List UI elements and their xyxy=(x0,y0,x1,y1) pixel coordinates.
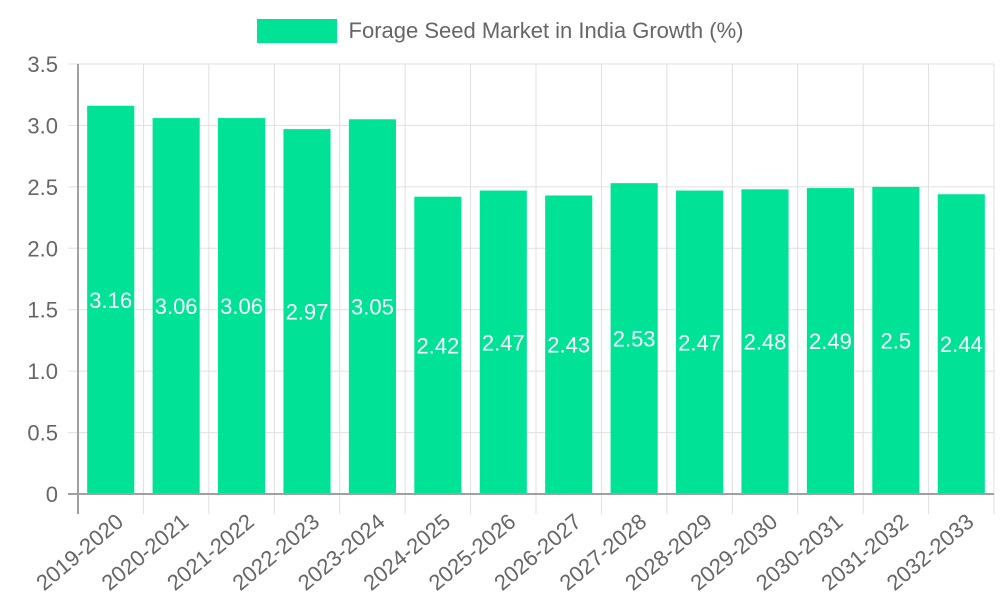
y-tick-label: 2.5 xyxy=(27,175,58,200)
bar-value-label: 2.97 xyxy=(286,300,329,325)
y-tick-label: 3.5 xyxy=(27,52,58,77)
y-tick-label: 0 xyxy=(46,482,58,507)
bar[interactable] xyxy=(218,118,266,495)
bar-value-label: 2.47 xyxy=(678,330,721,355)
bar[interactable] xyxy=(87,105,135,495)
y-tick-label: 0.5 xyxy=(27,421,58,446)
data-labels: 3.16 3.06 3.06 2.97 3.05 2.42 2.47 2.43 2.53 2.47… xyxy=(89,288,982,358)
y-tick-label: 2.0 xyxy=(27,236,58,261)
y-tick-label: 3.0 xyxy=(27,113,58,138)
axes xyxy=(68,64,994,514)
bar[interactable] xyxy=(741,189,789,495)
bar[interactable] xyxy=(479,190,527,495)
bar[interactable] xyxy=(610,183,658,494)
x-axis-ticks: 2019-20202020-20212021-20222022-20232023… xyxy=(31,509,978,596)
bar[interactable] xyxy=(283,129,331,494)
y-tick-label: 1.0 xyxy=(27,359,58,384)
legend-swatch xyxy=(256,19,337,43)
bar-value-label: 2.47 xyxy=(482,330,525,355)
bar-value-label: 2.49 xyxy=(809,329,852,354)
bar[interactable] xyxy=(348,119,396,495)
y-tick-label: 1.5 xyxy=(27,298,58,323)
bar[interactable] xyxy=(937,194,985,494)
bar[interactable] xyxy=(152,118,200,495)
bar[interactable] xyxy=(872,186,920,494)
grid-lines xyxy=(68,63,995,514)
bar-value-label: 3.05 xyxy=(351,295,394,320)
bar-value-label: 3.06 xyxy=(155,294,198,319)
bar-value-label: 2.42 xyxy=(416,333,459,358)
y-axis-ticks: 0 0.5 1.0 1.5 2.0 2.5 3.0 3.5 xyxy=(27,52,58,507)
legend-label: Forage Seed Market in India Growth (%) xyxy=(348,18,744,43)
bar[interactable] xyxy=(806,188,854,495)
bar-value-label: 2.48 xyxy=(744,330,787,355)
bar-value-label: 2.44 xyxy=(940,332,983,357)
bar-value-label: 2.43 xyxy=(547,333,590,358)
bar-value-label: 2.53 xyxy=(613,327,656,352)
bar[interactable] xyxy=(545,195,593,494)
bar[interactable] xyxy=(676,190,724,495)
bar[interactable] xyxy=(414,196,462,494)
bar-value-label: 3.06 xyxy=(220,294,263,319)
bar-value-label: 2.5 xyxy=(881,328,912,353)
chart-legend[interactable]: Forage Seed Market in India Growth (%) xyxy=(0,18,1000,44)
bar-value-label: 3.16 xyxy=(89,288,132,313)
bars xyxy=(87,105,985,495)
